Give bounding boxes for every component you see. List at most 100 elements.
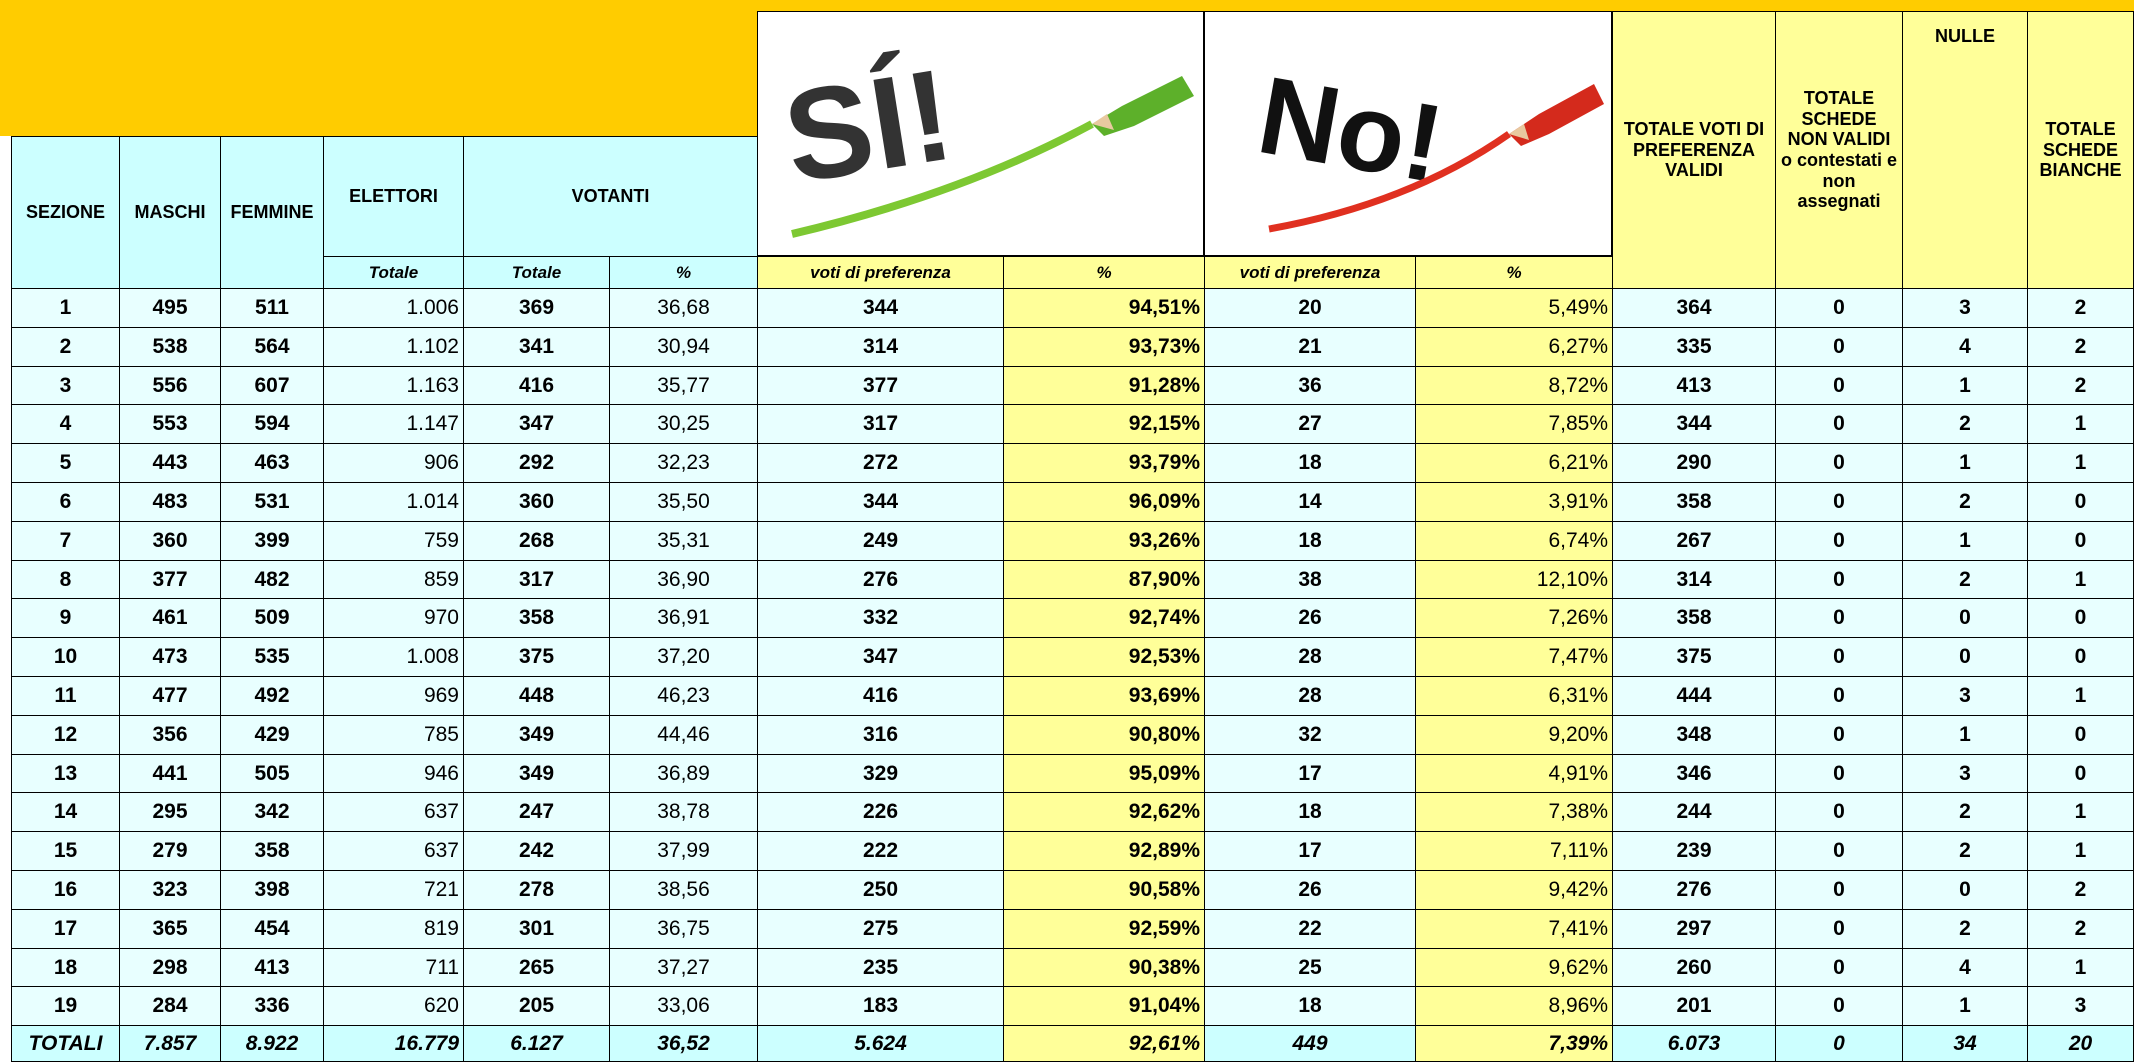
- data-cell: 11: [11, 676, 120, 716]
- data-cell: 314: [757, 327, 1004, 367]
- data-cell: 477: [119, 676, 221, 716]
- total-cell: 7.857: [119, 1025, 221, 1062]
- data-cell: 36,90: [609, 560, 758, 599]
- data-cell: 511: [220, 288, 324, 328]
- data-cell: 301: [463, 909, 610, 949]
- data-cell: 323: [119, 870, 221, 910]
- data-cell: 96,09%: [1003, 482, 1205, 522]
- total-cell: 5.624: [757, 1025, 1004, 1062]
- data-cell: 90,58%: [1003, 870, 1205, 910]
- data-cell: 0: [1775, 482, 1903, 522]
- data-cell: 556: [119, 366, 221, 405]
- data-cell: 0: [1775, 366, 1903, 405]
- data-cell: 364: [1612, 288, 1776, 328]
- data-cell: 349: [463, 715, 610, 755]
- data-cell: 10: [11, 637, 120, 677]
- data-cell: 2: [1902, 792, 2028, 832]
- data-cell: 360: [463, 482, 610, 522]
- data-cell: 0: [2027, 598, 2134, 638]
- data-cell: 7,41%: [1415, 909, 1613, 949]
- data-cell: 5,49%: [1415, 288, 1613, 328]
- data-cell: 38: [1204, 560, 1416, 599]
- data-cell: 15: [11, 831, 120, 871]
- data-cell: 344: [1612, 404, 1776, 444]
- data-cell: 36,89: [609, 754, 758, 793]
- total-cell: 20: [2027, 1025, 2134, 1062]
- data-cell: 18: [1204, 986, 1416, 1026]
- data-cell: 36: [1204, 366, 1416, 405]
- data-cell: 295: [119, 792, 221, 832]
- data-cell: 473: [119, 637, 221, 677]
- data-cell: 92,15%: [1003, 404, 1205, 444]
- data-cell: 1: [1902, 443, 2028, 483]
- data-cell: 377: [757, 366, 1004, 405]
- data-cell: 398: [220, 870, 324, 910]
- data-cell: 1: [1902, 521, 2028, 561]
- data-cell: 369: [463, 288, 610, 328]
- data-cell: 292: [463, 443, 610, 483]
- data-cell: 14: [1204, 482, 1416, 522]
- data-cell: 267: [1612, 521, 1776, 561]
- data-cell: 946: [323, 754, 464, 793]
- data-cell: 1.147: [323, 404, 464, 444]
- data-cell: 260: [1612, 948, 1776, 987]
- data-cell: 444: [1612, 676, 1776, 716]
- data-cell: 35,50: [609, 482, 758, 522]
- data-cell: 1: [2027, 560, 2134, 599]
- si-text: SÍ!: [775, 40, 962, 210]
- data-cell: 317: [463, 560, 610, 599]
- total-cell: 8.922: [220, 1025, 324, 1062]
- data-cell: 268: [463, 521, 610, 561]
- header-cell: VOTANTI: [463, 136, 758, 257]
- data-cell: 32,23: [609, 443, 758, 483]
- data-cell: 91,28%: [1003, 366, 1205, 405]
- data-cell: 1: [2027, 404, 2134, 444]
- data-cell: 9,62%: [1415, 948, 1613, 987]
- data-cell: 284: [119, 986, 221, 1026]
- total-cell: 0: [1775, 1025, 1903, 1062]
- total-cell: TOTALI: [11, 1025, 120, 1062]
- data-cell: 759: [323, 521, 464, 561]
- data-cell: 416: [757, 676, 1004, 716]
- data-cell: 265: [463, 948, 610, 987]
- data-cell: 358: [1612, 482, 1776, 522]
- data-cell: 242: [463, 831, 610, 871]
- data-cell: 92,62%: [1003, 792, 1205, 832]
- data-cell: 0: [1775, 754, 1903, 793]
- data-cell: 20: [1204, 288, 1416, 328]
- data-cell: 4: [1902, 327, 2028, 367]
- data-cell: 17: [11, 909, 120, 949]
- data-cell: 399: [220, 521, 324, 561]
- data-cell: 454: [220, 909, 324, 949]
- data-cell: 346: [1612, 754, 1776, 793]
- data-cell: 90,38%: [1003, 948, 1205, 987]
- data-cell: 3: [1902, 754, 2028, 793]
- data-cell: 6,31%: [1415, 676, 1613, 716]
- data-cell: 2: [1902, 560, 2028, 599]
- data-cell: 356: [119, 715, 221, 755]
- data-cell: 3: [1902, 288, 2028, 328]
- data-cell: 329: [757, 754, 1004, 793]
- data-cell: 4: [1902, 948, 2028, 987]
- data-cell: 30,25: [609, 404, 758, 444]
- data-cell: 18: [1204, 792, 1416, 832]
- subheader-cell: %: [1415, 256, 1613, 289]
- header-cell: MASCHI: [119, 136, 221, 289]
- data-cell: 721: [323, 870, 464, 910]
- data-cell: 12: [11, 715, 120, 755]
- no-graphic: No!: [1209, 14, 1607, 254]
- data-cell: 3: [2027, 986, 2134, 1026]
- data-cell: 316: [757, 715, 1004, 755]
- data-cell: 93,69%: [1003, 676, 1205, 716]
- data-cell: 1: [11, 288, 120, 328]
- data-cell: 183: [757, 986, 1004, 1026]
- data-cell: 637: [323, 792, 464, 832]
- data-cell: 859: [323, 560, 464, 599]
- title-block: [0, 0, 757, 136]
- data-cell: 19: [11, 986, 120, 1026]
- data-cell: 94,51%: [1003, 288, 1205, 328]
- data-cell: 448: [463, 676, 610, 716]
- data-cell: 1: [2027, 948, 2134, 987]
- data-cell: 365: [119, 909, 221, 949]
- data-cell: 35,77: [609, 366, 758, 405]
